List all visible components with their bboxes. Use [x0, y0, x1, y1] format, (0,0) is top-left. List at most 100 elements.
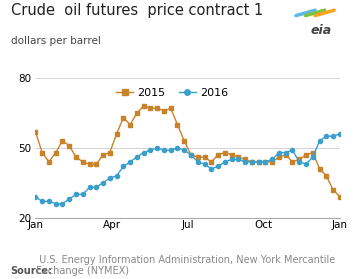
2016 [331, 134, 335, 138]
2016 [196, 160, 200, 163]
2016 [324, 134, 329, 138]
2016 [155, 146, 159, 150]
2016 [87, 186, 92, 189]
2015 [297, 158, 301, 161]
2016 [169, 148, 173, 152]
2016 [94, 186, 98, 189]
2015 [175, 123, 179, 126]
2015 [229, 153, 234, 157]
Text: Source:: Source: [11, 266, 53, 276]
2015 [33, 130, 38, 133]
2016 [67, 197, 72, 201]
2015 [318, 167, 322, 170]
2016 [47, 200, 51, 203]
2016 [60, 202, 64, 205]
Text: U.S. Energy Information Administration, New York Mercantile
Exchange (NYMEX): U.S. Energy Information Administration, … [36, 255, 336, 276]
2015 [277, 155, 281, 159]
2016 [148, 148, 153, 152]
2016 [162, 148, 166, 152]
2015 [324, 174, 329, 177]
2016 [250, 160, 254, 163]
2016 [135, 155, 139, 159]
2015 [270, 160, 274, 163]
2016 [128, 160, 132, 163]
2015 [40, 151, 44, 154]
2016 [81, 193, 85, 196]
2015 [263, 160, 268, 163]
2015 [148, 107, 153, 110]
2016 [297, 160, 301, 163]
2016 [304, 162, 308, 166]
2015 [60, 139, 64, 143]
2016 [216, 165, 220, 168]
2016 [121, 165, 125, 168]
2015 [114, 132, 119, 136]
2015 [196, 155, 200, 159]
2015 [121, 116, 125, 119]
2015 [135, 111, 139, 115]
2015 [243, 158, 247, 161]
2015 [216, 153, 220, 157]
2015 [304, 153, 308, 157]
Legend: 2015, 2016: 2015, 2016 [112, 84, 233, 103]
2015 [142, 104, 146, 108]
2015 [67, 144, 72, 147]
2015 [257, 160, 261, 163]
2015 [128, 123, 132, 126]
Text: eia: eia [311, 24, 332, 37]
2015 [284, 153, 288, 157]
2015 [47, 160, 51, 163]
2015 [53, 151, 58, 154]
2015 [81, 160, 85, 163]
2015 [338, 195, 342, 198]
2016 [311, 155, 315, 159]
2016 [263, 160, 268, 163]
2016 [114, 174, 119, 177]
2015 [169, 107, 173, 110]
2015 [223, 151, 227, 154]
2015 [202, 155, 207, 159]
2016 [108, 176, 112, 180]
Line: 2015: 2015 [33, 104, 342, 199]
2016 [257, 160, 261, 163]
2016 [40, 200, 44, 203]
2016 [338, 132, 342, 136]
2015 [94, 162, 98, 166]
2016 [101, 181, 105, 184]
2016 [33, 195, 38, 198]
2016 [243, 160, 247, 163]
2015 [108, 151, 112, 154]
2016 [277, 151, 281, 154]
2015 [74, 155, 78, 159]
Text: dollars per barrel: dollars per barrel [11, 36, 101, 46]
2016 [270, 158, 274, 161]
2015 [155, 107, 159, 110]
2015 [209, 160, 213, 163]
2016 [284, 151, 288, 154]
2016 [175, 146, 179, 150]
2015 [250, 160, 254, 163]
2015 [189, 153, 193, 157]
2015 [87, 162, 92, 166]
2016 [202, 162, 207, 166]
2016 [189, 153, 193, 157]
2016 [53, 202, 58, 205]
2015 [311, 151, 315, 154]
2016 [236, 158, 240, 161]
2016 [229, 158, 234, 161]
2015 [290, 160, 295, 163]
Line: 2016: 2016 [33, 132, 342, 206]
2016 [74, 193, 78, 196]
2016 [318, 139, 322, 143]
2016 [142, 151, 146, 154]
2015 [331, 188, 335, 191]
2016 [209, 167, 213, 170]
2016 [223, 160, 227, 163]
2015 [162, 109, 166, 112]
2016 [290, 148, 295, 152]
2015 [182, 139, 186, 143]
2016 [182, 148, 186, 152]
Text: Crude  oil futures  price contract 1: Crude oil futures price contract 1 [11, 3, 263, 18]
2015 [236, 155, 240, 159]
2015 [101, 153, 105, 157]
